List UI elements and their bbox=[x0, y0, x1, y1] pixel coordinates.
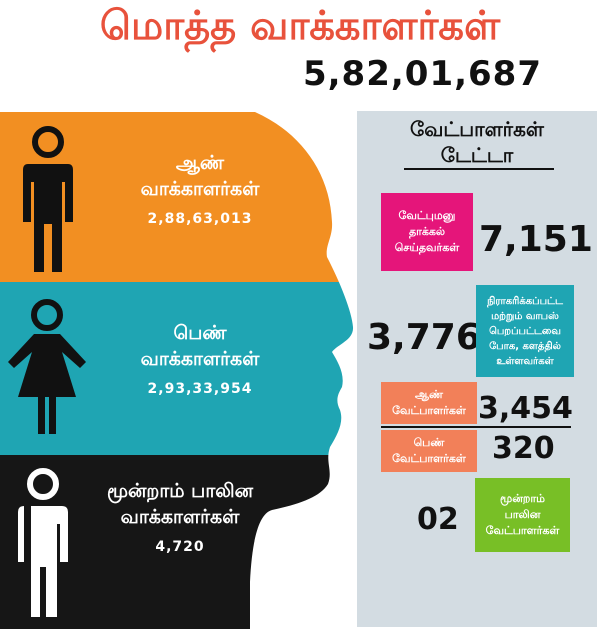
candidates-title-line-2: டேட்டா bbox=[440, 143, 514, 167]
nominations-filed-label-1: வேட்புமனு bbox=[398, 209, 456, 222]
nominations-filed-box: வேட்புமனு தாக்கல் செய்தவர்கள் bbox=[381, 193, 473, 271]
male-voters-count: 2,88,63,013 bbox=[147, 211, 253, 227]
third-gender-candidates-value: 02 bbox=[417, 502, 459, 537]
third-gender-candidates-label-2: பாலின bbox=[504, 508, 541, 521]
male-voters-block: ஆண் வாக்காளர்கள் 2,88,63,013 bbox=[100, 150, 300, 232]
male-voters-label-2: வாக்காளர்கள் bbox=[140, 178, 260, 200]
female-person-icon bbox=[8, 299, 86, 434]
male-candidates-value: 3,454 bbox=[478, 391, 573, 426]
total-voters: 5,82,01,687 bbox=[302, 54, 542, 94]
title-underline bbox=[404, 168, 554, 170]
third-gender-person-icon bbox=[18, 468, 68, 617]
male-candidates-label-2: வேட்பாளர்கள் bbox=[392, 404, 466, 417]
final-candidates-value: 3,776 bbox=[367, 317, 481, 358]
female-candidates-label-1: பெண் bbox=[413, 436, 445, 449]
third-gender-candidates-label-3: வேட்பாளர்கள் bbox=[485, 524, 560, 537]
female-candidates-box: பெண் வேட்பாளர்கள் bbox=[381, 430, 477, 472]
male-person-icon bbox=[23, 126, 73, 272]
final-candidates-label-3: பெறப்பட்டவை bbox=[489, 325, 561, 337]
candidates-title-line-1: வேட்பாளர்கள் bbox=[410, 117, 544, 141]
final-candidates-label-5: உள்ளவர்கள் bbox=[496, 355, 554, 367]
nominations-filed-value: 7,151 bbox=[479, 219, 593, 260]
female-voters-label-2: வாக்காளர்கள் bbox=[140, 348, 260, 370]
female-candidates-label-2: வேட்பாளர்கள் bbox=[392, 452, 466, 465]
final-candidates-label-1: நிராகரிக்கப்பட்ட bbox=[487, 295, 563, 307]
final-candidates-label-2: மற்றும் வாபஸ் bbox=[491, 310, 559, 322]
divider bbox=[381, 426, 571, 428]
head-silhouette bbox=[0, 112, 355, 629]
male-voters-label-1: ஆண் bbox=[175, 152, 225, 174]
nominations-filed-label-2: தாக்கல் bbox=[408, 225, 446, 238]
third-gender-voters-label-1: மூன்றாம் பாலின bbox=[106, 480, 254, 502]
final-candidates-label-4: போக, களத்தில் bbox=[489, 340, 561, 352]
third-gender-voters-count: 4,720 bbox=[155, 539, 205, 555]
female-candidates-value: 320 bbox=[492, 431, 555, 466]
female-voters-label-1: பெண் bbox=[173, 322, 227, 344]
third-gender-candidates-label-1: மூன்றாம் bbox=[500, 492, 545, 505]
male-candidates-box: ஆண் வேட்பாளர்கள் bbox=[381, 382, 477, 424]
third-gender-voters-label-2: வாக்காளர்கள் bbox=[120, 506, 240, 528]
third-gender-voters-block: மூன்றாம் பாலின வாக்காளர்கள் 4,720 bbox=[60, 478, 300, 560]
candidates-panel-title: வேட்பாளர்கள் டேட்டா bbox=[357, 116, 597, 168]
nominations-filed-label-3: செய்தவர்கள் bbox=[394, 241, 460, 254]
main-title: மொத்த வாக்காளர்கள் bbox=[99, 3, 501, 49]
female-voters-block: பெண் வாக்காளர்கள் 2,93,33,954 bbox=[100, 320, 300, 402]
female-voters-count: 2,93,33,954 bbox=[147, 381, 253, 397]
final-candidates-box: நிராகரிக்கப்பட்ட மற்றும் வாபஸ் பெறப்பட்ட… bbox=[476, 285, 574, 377]
male-candidates-label-1: ஆண் bbox=[415, 388, 443, 401]
third-gender-candidates-box: மூன்றாம் பாலின வேட்பாளர்கள் bbox=[475, 478, 570, 552]
